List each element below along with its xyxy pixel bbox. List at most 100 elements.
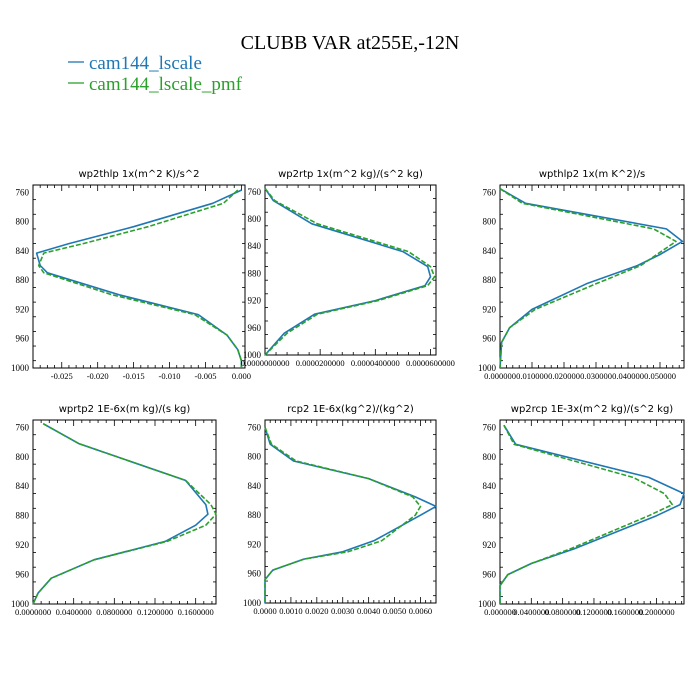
y-tick-label: 920 — [16, 540, 30, 550]
y-tick-label: 960 — [16, 570, 30, 580]
y-tick-label: 960 — [248, 569, 262, 579]
x-tick-label: 0.0060 — [409, 606, 432, 616]
y-tick-label: 920 — [248, 296, 262, 306]
x-tick-label: 0.010000 — [516, 371, 548, 381]
y-tick-label: 840 — [16, 246, 30, 256]
y-tick-label: 800 — [16, 217, 30, 227]
y-tick-label: 760 — [248, 187, 262, 197]
y-tick-label: 920 — [16, 304, 30, 314]
x-tick-label: 0.000000 — [484, 607, 516, 617]
y-tick-label: 1000 — [478, 599, 497, 609]
x-tick-label: 0.030000 — [580, 371, 612, 381]
panel-title: wp2rtp 1x(m^2 kg)/(s^2 kg) — [278, 169, 423, 180]
y-tick-label: 800 — [248, 452, 262, 462]
plot-frame — [32, 419, 217, 605]
x-tick-label: 0.0000000000 — [241, 358, 290, 368]
x-tick-label: 0.000 — [232, 371, 251, 381]
x-tick-label: 0.0030 — [331, 606, 354, 616]
x-tick-label: 0.040000 — [612, 371, 644, 381]
panel-title: wp2rcp 1E-3x(m^2 kg)/(s^2 kg) — [511, 404, 674, 415]
x-tick-label: 0.0800000 — [545, 607, 581, 617]
panel-6: wp2rcp 1E-3x(m^2 kg)/(s^2 kg) 760 800 840 88… — [478, 404, 685, 617]
x-tick-label: 0.000000 — [484, 371, 516, 381]
plot-frame — [499, 419, 685, 605]
y-tick-label: 880 — [248, 268, 262, 278]
y-tick-label: 800 — [16, 452, 30, 462]
series-line-lscale — [264, 187, 432, 356]
y-tick-label: 880 — [248, 510, 262, 520]
y-tick-label: 840 — [248, 481, 262, 491]
y-tick-label: 800 — [483, 452, 497, 462]
panel-3: wpthlp2 1x(m K^2)/s 760 800 840 880 920 960 100… — [478, 169, 685, 381]
plot-frame — [264, 419, 437, 604]
x-tick-label: 0.020000 — [548, 371, 580, 381]
series-line-lscale-pmf — [499, 424, 674, 604]
y-tick-label: 760 — [16, 187, 30, 197]
x-tick-label: 0.1200000 — [576, 607, 612, 617]
y-tick-label: 1000 — [243, 350, 262, 360]
x-tick-label: 0.1200000 — [137, 607, 173, 617]
x-tick-label: 0.050000 — [644, 371, 676, 381]
series-line-lscale — [264, 427, 437, 603]
legend-label-0: cam144_lscale — [89, 53, 202, 74]
x-tick-label: 0.0010 — [279, 606, 302, 616]
y-tick-label: 960 — [248, 323, 262, 333]
panel-title: wp2thlp 1x(m^2 K)/s^2 — [78, 169, 199, 180]
x-tick-label: 0.0000000 — [15, 607, 51, 617]
y-tick-label: 880 — [16, 511, 30, 521]
x-tick-label: 0.2000000 — [639, 607, 675, 617]
series-line-lscale — [32, 423, 209, 605]
x-tick-label: 0.1600000 — [178, 607, 214, 617]
panel-title: wpthlp2 1x(m K^2)/s — [539, 169, 645, 180]
y-tick-label: 960 — [16, 334, 30, 344]
series-line-lscale — [35, 189, 243, 368]
y-tick-label: 800 — [483, 217, 497, 227]
x-tick-label: 0.0400000 — [513, 607, 549, 617]
panel-5: rcp2 1E-6x(kg^2)/(kg^2) 760 800 840 880 920 96… — [243, 404, 437, 616]
y-tick-label: 760 — [483, 187, 497, 197]
x-tick-label: 0.0020 — [305, 606, 328, 616]
x-tick-label: 0.1600000 — [607, 607, 643, 617]
y-tick-label: 1000 — [478, 363, 497, 373]
x-tick-label: 0.0040 — [357, 606, 380, 616]
y-tick-label: 760 — [483, 422, 497, 432]
y-tick-label: 880 — [483, 275, 497, 285]
plot-frame — [32, 184, 246, 369]
x-tick-label: 0.0000400000 — [351, 358, 400, 368]
x-tick-label: -0.015 — [123, 371, 145, 381]
y-tick-label: 960 — [483, 570, 497, 580]
x-tick-label: -0.005 — [194, 371, 216, 381]
y-tick-label: 920 — [483, 540, 497, 550]
panel-4: wprtp2 1E-6x(m kg)/(s kg) 760 800 840 880 920… — [11, 404, 217, 617]
plot-frame — [499, 184, 685, 369]
plot-frame — [264, 184, 437, 356]
series-line-lscale-pmf — [264, 427, 422, 603]
y-tick-label: 840 — [248, 241, 262, 251]
series-line-lscale-pmf — [37, 189, 243, 368]
series-line-lscale — [499, 424, 685, 604]
y-tick-label: 760 — [248, 422, 262, 432]
panels: wp2thlp 1x(m^2 K)/s^2 760 800 840 880 920 960 1… — [11, 169, 685, 617]
x-tick-label: -0.010 — [159, 371, 181, 381]
y-tick-label: 920 — [248, 539, 262, 549]
y-tick-label: 920 — [483, 304, 497, 314]
x-tick-label: 0.0800000 — [96, 607, 132, 617]
y-tick-label: 840 — [16, 481, 30, 491]
legend-label-1: cam144_lscale_pmf — [89, 74, 243, 95]
figure-title: CLUBB VAR at255E,-12N — [241, 32, 460, 54]
x-tick-label: 0.0050 — [383, 606, 406, 616]
x-tick-label: 0.0000600000 — [406, 358, 455, 368]
y-tick-label: 760 — [16, 422, 30, 432]
panel-title: rcp2 1E-6x(kg^2)/(kg^2) — [287, 404, 414, 415]
x-tick-label: 0.0000200000 — [296, 358, 345, 368]
series-line-lscale-pmf — [264, 187, 436, 356]
x-tick-label: 0.0400000 — [56, 607, 92, 617]
y-tick-label: 840 — [483, 246, 497, 256]
x-tick-label: -0.020 — [87, 371, 109, 381]
panel-2: wp2rtp 1x(m^2 kg)/(s^2 kg) 760 800 840 880 92… — [241, 169, 455, 368]
y-tick-label: 880 — [16, 275, 30, 285]
legend: cam144_lscale cam144_lscale_pmf — [68, 53, 243, 95]
series-line-lscale — [499, 188, 684, 369]
y-tick-label: 1000 — [11, 599, 30, 609]
